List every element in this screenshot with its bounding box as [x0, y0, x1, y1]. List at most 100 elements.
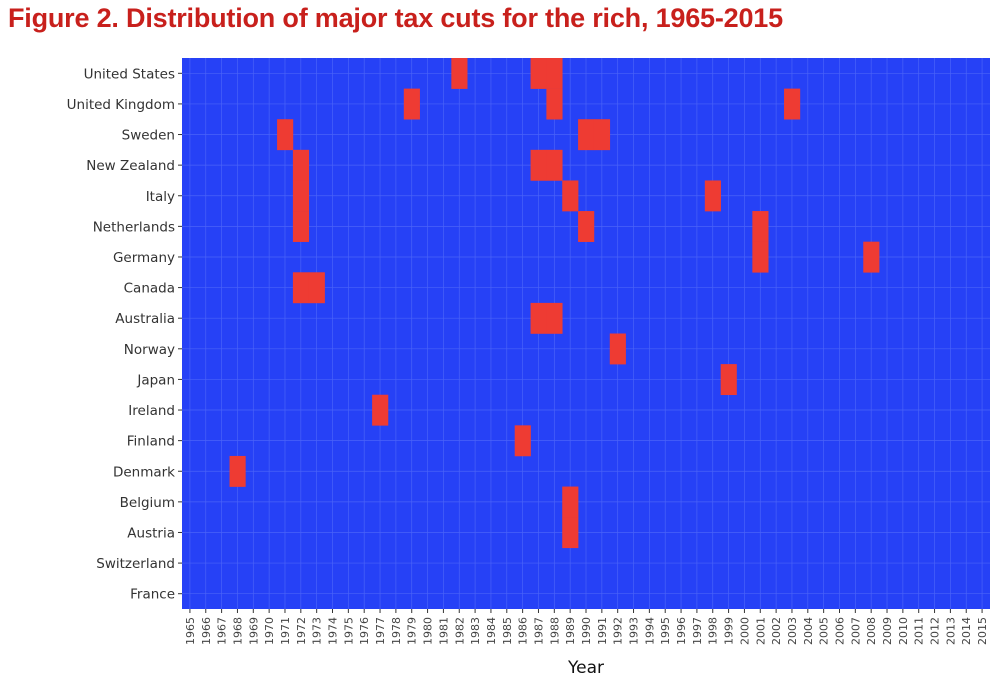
x-tick-label: 1999	[723, 617, 736, 645]
x-tick-label: 1967	[216, 617, 229, 645]
tax-cut-cell	[546, 302, 563, 334]
x-tick-label: 1986	[517, 617, 530, 645]
figure-title: Figure 2. Distribution of major tax cuts…	[8, 3, 783, 33]
tax-cut-cell	[609, 333, 626, 365]
x-tick-label: 2006	[833, 617, 846, 645]
grid-lines	[182, 58, 990, 609]
y-tick-label: Denmark	[113, 464, 175, 480]
y-tick-label: New Zealand	[86, 158, 175, 174]
x-tick-label: 1970	[263, 617, 276, 645]
y-tick-label: Belgium	[120, 495, 175, 511]
x-tick-label: 1974	[327, 617, 340, 645]
x-tick-label: 1996	[675, 617, 688, 645]
x-tick-label: 1969	[247, 617, 260, 645]
y-tick-label: Japan	[136, 372, 175, 388]
x-tick-label: 1971	[279, 617, 292, 645]
y-tick-label: France	[130, 587, 175, 603]
tax-cut-cell	[784, 88, 801, 120]
x-tick-label: 2013	[944, 617, 957, 645]
x-tick-label: 1989	[564, 617, 577, 645]
tax-cut-cells	[229, 58, 880, 549]
tax-cut-cell	[562, 486, 579, 518]
y-tick-label: Switzerland	[96, 556, 175, 572]
x-tick-label: 1984	[485, 617, 498, 645]
y-tick-label: United States	[84, 66, 175, 82]
tax-cut-cell	[229, 455, 246, 487]
x-tick-label: 2014	[960, 617, 973, 645]
tax-cut-cell	[546, 88, 563, 120]
tax-cut-cell	[403, 88, 420, 120]
x-tick-label: 2011	[913, 617, 926, 645]
x-tick-label: 1965	[184, 617, 197, 645]
y-tick-label: Netherlands	[93, 219, 175, 235]
tax-cut-cell	[752, 211, 769, 242]
y-axis: United States United Kingdom Sweden New Zea…	[67, 66, 182, 603]
x-tick-label: 2009	[881, 617, 894, 645]
tax-cut-cell	[530, 58, 547, 89]
x-tick-label: 1973	[311, 617, 324, 645]
x-tick-label: 1994	[643, 617, 656, 645]
x-tick-label: 1988	[548, 617, 561, 645]
x-tick-label: 2000	[738, 617, 751, 645]
tax-cut-cell	[292, 149, 310, 181]
x-tick-label: 1993	[628, 617, 641, 645]
x-tick-label: 1983	[469, 617, 482, 645]
tax-cut-cell	[308, 272, 325, 304]
x-tick-label: 2010	[897, 617, 910, 645]
tax-cut-cell	[863, 241, 880, 273]
tax-cut-cell	[562, 180, 579, 212]
x-tick-label: 1992	[612, 617, 625, 645]
x-tick-label: 2001	[754, 617, 767, 645]
x-tick-label: 1982	[453, 617, 466, 645]
x-tick-label: 2004	[802, 617, 815, 645]
x-tick-label: 1995	[659, 617, 672, 645]
tax-cut-cell	[372, 394, 389, 426]
tax-cut-cell	[277, 119, 294, 151]
tax-cut-cell	[530, 302, 547, 334]
x-tick-label: 1980	[422, 617, 435, 645]
y-tick-label: Austria	[127, 525, 175, 541]
y-tick-label: Finland	[127, 434, 175, 450]
x-tick-label: 1998	[707, 617, 720, 645]
y-tick-label: Canada	[124, 281, 175, 297]
x-tick-label: 1990	[580, 617, 593, 645]
tax-cut-cell	[451, 58, 468, 89]
x-tick-label: 1978	[390, 617, 403, 645]
x-tick-label: 2008	[865, 617, 878, 645]
x-tick-label: 2012	[929, 617, 942, 645]
x-tick-label: 2007	[849, 617, 862, 645]
x-tick-label: 1972	[295, 617, 308, 645]
x-tick-label: 1991	[596, 617, 609, 645]
tax-cut-cell	[593, 119, 611, 151]
tax-cut-cell	[530, 149, 547, 181]
tax-cut-cell	[578, 119, 595, 151]
tax-cut-cell	[292, 180, 310, 212]
x-tick-label: 1968	[231, 617, 244, 645]
x-tick-label: 1985	[501, 617, 514, 645]
x-axis-title: Year	[567, 658, 604, 678]
x-tick-label: 1979	[406, 617, 419, 645]
tax-cut-cell	[578, 211, 595, 242]
x-tick-label: 1987	[532, 617, 545, 645]
y-tick-label: Germany	[113, 250, 175, 266]
tax-cut-cell	[514, 425, 531, 457]
x-tick-label: 2015	[976, 617, 989, 645]
y-tick-label: Norway	[124, 342, 175, 358]
x-axis: 1965 1966 1967 1968 1969 1970 1971 1972 1973 1974…	[184, 609, 989, 645]
tax-cut-cell	[720, 364, 737, 396]
tax-cut-cell	[562, 517, 579, 549]
x-tick-label: 1997	[691, 617, 704, 645]
y-tick-label: Ireland	[128, 403, 175, 419]
x-tick-label: 2005	[818, 617, 831, 645]
x-tick-label: 2002	[770, 617, 783, 645]
tax-cut-cell	[546, 149, 563, 181]
x-tick-label: 2003	[786, 617, 799, 645]
y-tick-label: Sweden	[122, 128, 175, 144]
x-tick-label: 1977	[374, 617, 387, 645]
tax-cut-cell	[546, 58, 563, 89]
x-tick-label: 1966	[200, 617, 213, 645]
x-tick-label: 1975	[342, 617, 355, 645]
tax-cut-cell	[752, 241, 769, 273]
tax-cut-cell	[292, 272, 310, 304]
